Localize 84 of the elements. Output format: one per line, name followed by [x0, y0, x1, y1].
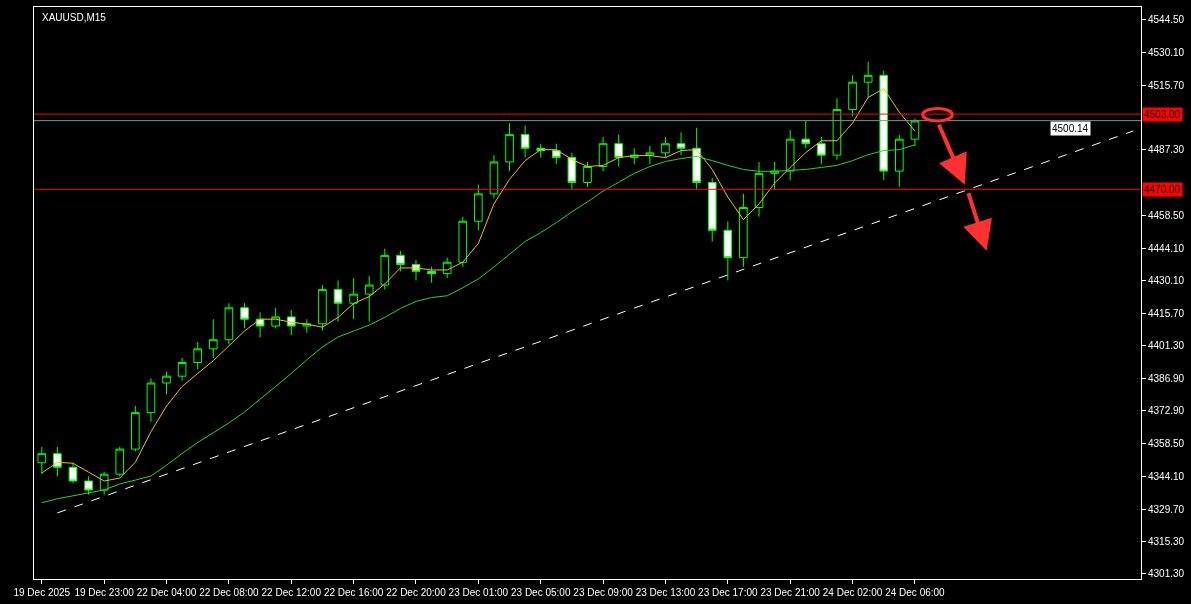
x-tick-label: 22 Dec 16:00: [323, 587, 384, 598]
x-tick-label: 22 Dec 20:00: [386, 587, 447, 598]
line-series: [41, 88, 916, 482]
candlestick: [318, 284, 327, 332]
candlestick: [240, 302, 249, 329]
ref-line-label: 4470.00: [1144, 184, 1181, 195]
ref-line-label: 4500.14: [1052, 123, 1089, 134]
candlestick: [645, 145, 655, 165]
x-tick-label: 24 Dec 02:00: [822, 587, 883, 598]
ref-line-label: 4503.00: [1144, 109, 1181, 120]
y-tick-label: 4487.30: [1148, 144, 1185, 156]
x-tick-label: 23 Dec 13:00: [635, 587, 696, 598]
candlestick: [131, 405, 140, 452]
candlestick: [817, 136, 826, 165]
candlestick: [739, 193, 748, 268]
candlestick: [224, 302, 234, 345]
x-tick-label: 22 Dec 04:00: [136, 587, 197, 598]
y-tick-label: 4329.70: [1148, 503, 1185, 515]
candlestick: [208, 318, 218, 359]
y-tick-label: 4372.90: [1148, 405, 1185, 417]
candlestick: [53, 446, 62, 477]
y-tick-label: 4358.50: [1148, 437, 1185, 449]
candlestick: [707, 177, 717, 243]
y-tick-label: 4430.10: [1148, 274, 1185, 286]
y-tick-label: 4386.90: [1148, 373, 1185, 385]
candlestick: [37, 446, 47, 475]
candlestick: [676, 131, 686, 156]
candlestick: [863, 61, 873, 99]
candlestick: [801, 120, 811, 149]
candlestick: [785, 129, 795, 181]
candlestick: [848, 74, 857, 117]
candlestick: [692, 127, 701, 190]
candlestick: [910, 118, 920, 147]
candlestick: [614, 134, 623, 168]
candlestick: [364, 275, 374, 322]
candlestick: [349, 277, 358, 320]
candlestick: [146, 377, 156, 423]
candlestick: [520, 125, 530, 158]
candlestick: [754, 161, 764, 218]
x-tick-label: 23 Dec 01:00: [448, 587, 509, 598]
x-tick-label: 19 Dec 2025: [13, 587, 71, 598]
candlestick: [177, 357, 187, 382]
line-series: [41, 144, 916, 504]
y-tick-label: 4401.30: [1148, 340, 1185, 352]
y-tick-label: 4344.10: [1148, 470, 1185, 482]
y-tick-label: 4515.70: [1148, 79, 1185, 91]
x-tick-label: 22 Dec 12:00: [261, 587, 322, 598]
candlestick: [567, 152, 577, 190]
y-tick-label: 4315.30: [1148, 536, 1185, 548]
x-tick-label: 23 Dec 21:00: [760, 587, 821, 598]
candlestick: [427, 266, 436, 284]
candlestick: [84, 475, 93, 496]
candlestick: [68, 462, 78, 484]
candlestick: [193, 341, 203, 370]
y-tick-label: 4415.70: [1148, 307, 1185, 319]
candlestick: [552, 143, 561, 165]
x-tick-label: 23 Dec 09:00: [573, 587, 634, 598]
x-tick-label: 23 Dec 17:00: [698, 587, 758, 598]
y-tick-label: 4458.50: [1148, 210, 1185, 222]
candlestick: [380, 248, 390, 291]
text: XAUUSD,M15: [42, 12, 107, 23]
candlestick: [271, 307, 280, 329]
candlestick: [583, 161, 592, 188]
y-tick-label: 4544.50: [1148, 14, 1185, 26]
candlestick: [333, 279, 343, 322]
y-tick-label: 4301.30: [1148, 568, 1185, 580]
candlestick: [505, 122, 514, 172]
x-tick-label: 19 Dec 23:00: [74, 587, 135, 598]
candlestick: [661, 136, 670, 158]
candlestick: [598, 136, 608, 172]
candlestick: [489, 154, 499, 199]
y-tick-label: 4530.10: [1148, 46, 1185, 58]
x-tick-label: 23 Dec 05:00: [510, 587, 571, 598]
candlestick: [895, 134, 904, 188]
candlestick: [723, 220, 733, 281]
y-tick-label: 4444.10: [1148, 242, 1185, 254]
candlestick: [396, 250, 405, 272]
candlestick: [879, 70, 889, 181]
x-tick-label: 22 Dec 08:00: [199, 587, 260, 598]
candlestick: [162, 371, 171, 395]
candlestick: [474, 184, 483, 231]
candlestick: [115, 446, 125, 477]
x-tick-label: 24 Dec 06:00: [885, 587, 946, 598]
candlestick: [458, 216, 468, 268]
